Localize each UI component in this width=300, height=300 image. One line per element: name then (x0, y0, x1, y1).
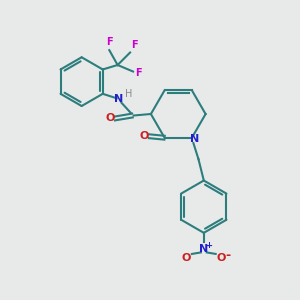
Text: F: F (132, 40, 138, 50)
Text: H: H (125, 89, 132, 99)
Text: -: - (225, 249, 230, 262)
Text: O: O (106, 113, 115, 124)
Text: +: + (205, 241, 212, 250)
Text: N: N (199, 244, 208, 254)
Text: F: F (135, 68, 142, 78)
Text: O: O (140, 131, 149, 141)
Text: O: O (216, 253, 225, 263)
Text: N: N (115, 94, 124, 104)
Text: F: F (106, 37, 112, 47)
Text: N: N (190, 134, 199, 144)
Text: O: O (181, 253, 191, 263)
